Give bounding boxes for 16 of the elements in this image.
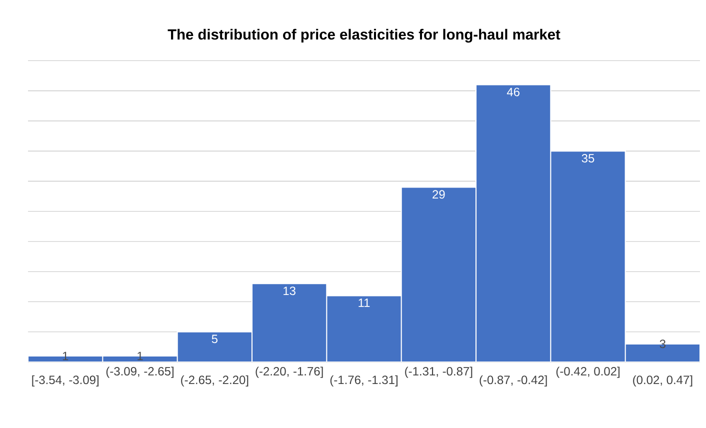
x-tick-label: [-3.54, -3.09] bbox=[32, 375, 98, 387]
x-tick-label: (-1.76, -1.31] bbox=[330, 375, 398, 387]
data-label: 13 bbox=[284, 286, 296, 296]
data-label: 46 bbox=[506, 88, 520, 96]
x-tick-label: (-2.20, -1.76] bbox=[256, 366, 323, 378]
x-tick-label: (-3.09, -2.65] bbox=[106, 366, 174, 378]
x-tick-label: (-0.42, 0.02] bbox=[556, 366, 620, 378]
data-label: 29 bbox=[432, 190, 445, 199]
x-tick-label: (-1.31, -0.87] bbox=[405, 366, 472, 378]
data-label: 5 bbox=[212, 334, 218, 344]
data-label: 35 bbox=[582, 154, 594, 162]
x-tick-label: (0.02, 0.47] bbox=[633, 375, 692, 387]
chart-title: The distribution of price elasticities for long-haul market bbox=[168, 28, 560, 43]
x-tick-label: (-0.87, -0.42] bbox=[480, 375, 547, 387]
x-tick-label: (-2.65, -2.20] bbox=[181, 375, 248, 387]
data-label: 11 bbox=[358, 298, 370, 307]
